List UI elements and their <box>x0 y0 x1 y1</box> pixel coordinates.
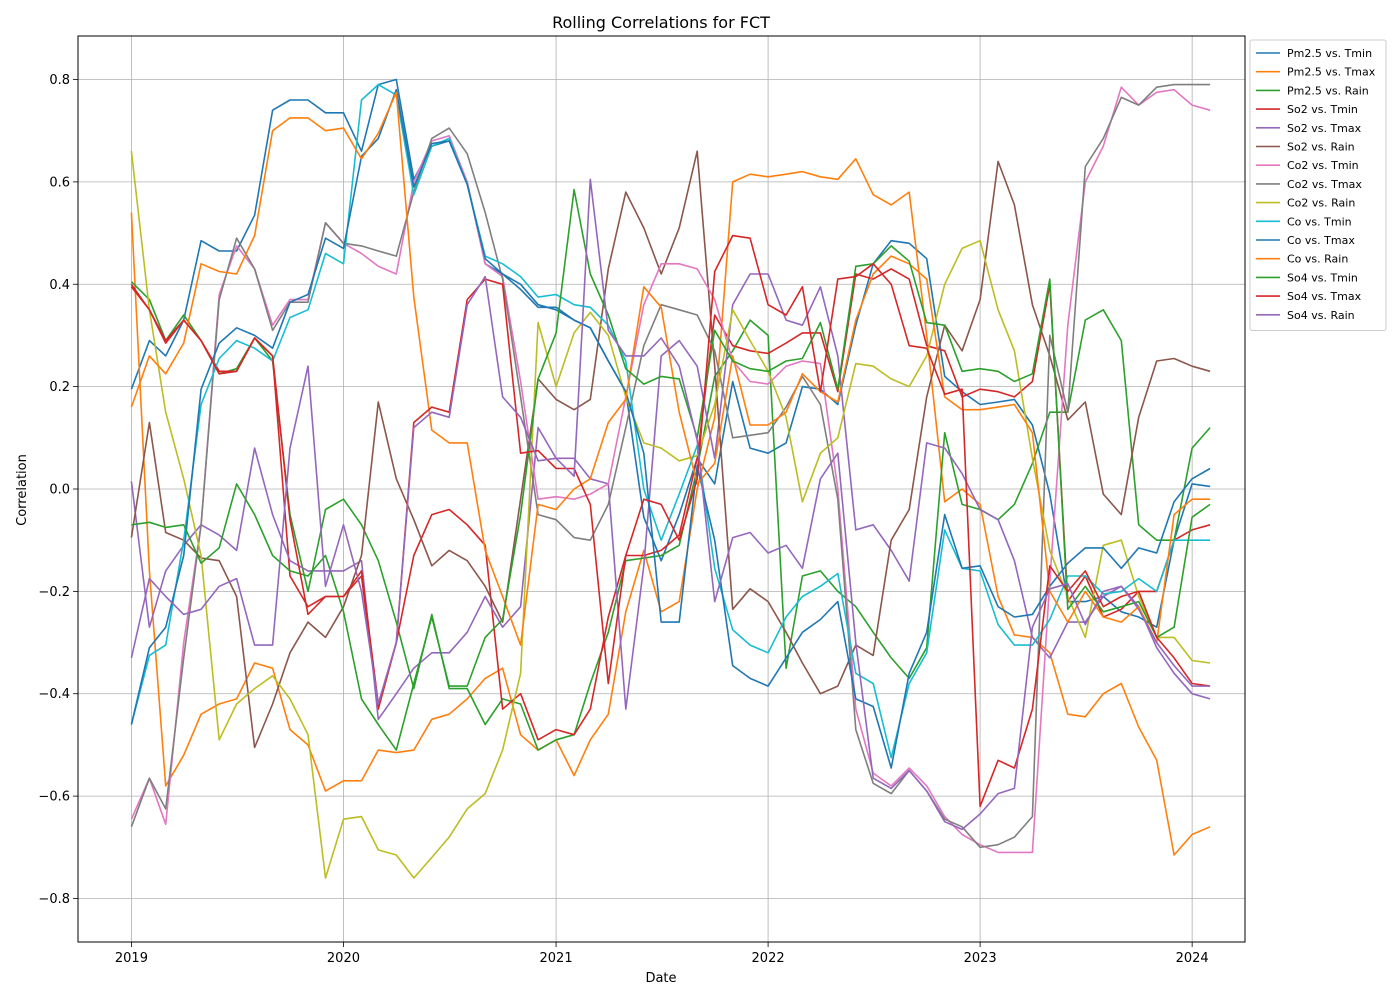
series-line-0 <box>130 78 1211 629</box>
series-line-2 <box>130 281 1211 751</box>
legend-box <box>1249 39 1387 331</box>
legend-label-4: So2 vs. Tmax <box>1287 122 1362 135</box>
series-line-3 <box>130 268 1211 741</box>
series-line-10 <box>130 88 1211 769</box>
legend-label-6: Co2 vs. Tmin <box>1287 159 1359 172</box>
x-tick-label: 2020 <box>327 951 360 966</box>
legend: Pm2.5 vs. Tmin Pm2.5 vs. Tmax Pm2.5 vs. Ra… <box>1249 39 1387 331</box>
legend-label-8: Co2 vs. Rain <box>1287 197 1355 210</box>
series-line-8 <box>130 151 1211 879</box>
y-tick-label: 0.8 <box>49 73 70 88</box>
series-line-13 <box>130 234 1211 808</box>
chart-title: Rolling Correlations for FCT <box>552 13 770 32</box>
legend-label-14: So4 vs. Rain <box>1287 309 1355 322</box>
series-line-14 <box>130 178 1211 831</box>
legend-label-0: Pm2.5 vs. Tmin <box>1287 47 1372 60</box>
x-tick-label: 2023 <box>964 951 997 966</box>
series-line-4 <box>130 273 1211 721</box>
x-axis-label: Date <box>645 971 676 986</box>
series-line-9 <box>130 83 1211 759</box>
legend-label-1: Pm2.5 vs. Tmax <box>1287 66 1376 79</box>
y-tick-label: 0.0 <box>49 483 70 498</box>
y-axis-label: Correlation <box>15 454 30 526</box>
y-tick-label: −0.8 <box>38 892 70 907</box>
x-tick-label: 2024 <box>1176 951 1209 966</box>
legend-label-9: Co vs. Tmin <box>1287 215 1352 228</box>
series-line-12 <box>131 188 1211 751</box>
y-tick-label: 0.6 <box>49 175 70 190</box>
legend-label-10: Co vs. Tmax <box>1287 234 1355 247</box>
axes: 2019 2020 2021 2022 2023 2024 −0.8 −0.6 −0.4 −0.2… <box>38 35 1246 966</box>
x-tick-label: 2021 <box>540 951 573 966</box>
legend-label-5: So2 vs. Rain <box>1287 141 1355 154</box>
series-line-7 <box>130 83 1211 849</box>
plot-frame <box>77 35 1246 943</box>
series-lines <box>130 78 1211 879</box>
legend-label-2: Pm2.5 vs. Rain <box>1287 84 1369 97</box>
y-tick-label: 0.4 <box>49 278 70 293</box>
x-tick-label: 2019 <box>115 951 148 966</box>
y-tick-label: −0.6 <box>38 790 70 805</box>
series-line-11 <box>130 91 1211 646</box>
legend-label-12: So4 vs. Tmin <box>1287 271 1358 284</box>
legend-label-3: So2 vs. Tmin <box>1287 103 1358 116</box>
legend-label-11: Co vs. Rain <box>1287 253 1348 266</box>
y-tick-label: −0.4 <box>38 687 70 702</box>
y-tick-label: −0.2 <box>38 585 70 600</box>
legend-label-13: So4 vs. Tmax <box>1287 290 1362 303</box>
legend-label-7: Co2 vs. Tmax <box>1287 178 1362 191</box>
y-tick-label: 0.2 <box>49 380 70 395</box>
x-tick-label: 2022 <box>752 951 785 966</box>
series-line-5 <box>130 150 1211 749</box>
